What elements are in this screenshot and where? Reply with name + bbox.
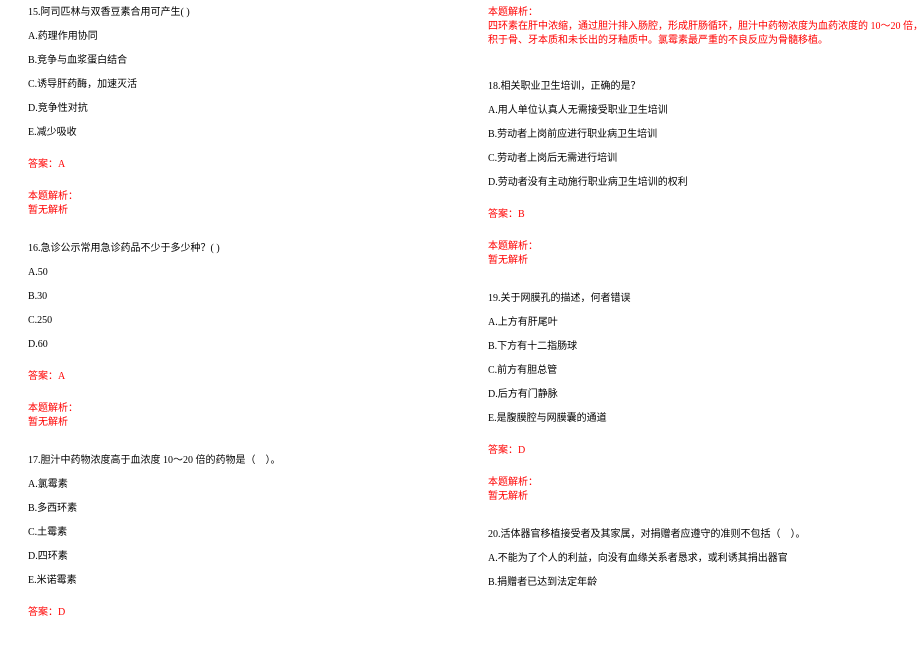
q18-exp-label: 本题解析： [488,240,902,254]
q19-answer: 答案：D [488,444,902,458]
q16-exp-text: 暂无解析 [28,416,442,430]
q15-d: D.竞争性对抗 [28,102,442,116]
left-column: 15.阿司匹林与双香豆素合用可产生( ) A.药理作用协同 B.竞争与血浆蛋白结… [0,0,460,651]
q19-exp-label: 本题解析： [488,476,902,490]
q15-exp-label: 本题解析： [28,190,442,204]
q15-e: E.减少吸收 [28,126,442,140]
q17-exp-line2: 积于骨、牙本质和未长出的牙釉质中。氯霉素最严重的不良反应为骨髓移植。 [488,34,902,48]
q19-stem: 19.关于网膜孔的描述，何者错误 [488,292,902,306]
q17-e: E.米诺霉素 [28,574,442,588]
q18-exp-text: 暂无解析 [488,254,902,268]
q18-d: D.劳动者没有主动施行职业病卫生培训的权利 [488,176,902,190]
q17-answer: 答案：D [28,606,442,620]
q15-exp-text: 暂无解析 [28,204,442,218]
q15-answer: 答案：A [28,158,442,172]
q19-a: A.上方有肝尾叶 [488,316,902,330]
q19-e: E.是腹膜腔与网膜囊的通道 [488,412,902,426]
right-column: 本题解析： 四环素在肝中浓缩，通过胆汁排入肠腔，形成肝肠循环，胆汁中药物浓度为血… [460,0,920,651]
q15-a: A.药理作用协同 [28,30,442,44]
q17-a: A.氯霉素 [28,478,442,492]
q16-d: D.60 [28,338,442,352]
q17-b: B.多西环素 [28,502,442,516]
q20-a: A.不能为了个人的利益，向没有血缘关系者恳求，或利诱其捐出器官 [488,552,902,566]
q19-exp-text: 暂无解析 [488,490,902,504]
q15-c: C.诱导肝药酶，加速灭活 [28,78,442,92]
q17-exp-line1: 四环素在肝中浓缩，通过胆汁排入肠腔，形成肝肠循环，胆汁中药物浓度为血药浓度的 1… [488,20,902,34]
q16-stem: 16.急诊公示常用急诊药品不少于多少种？( ) [28,242,442,256]
q16-a: A.50 [28,266,442,280]
q16-exp-label: 本题解析： [28,402,442,416]
q16-answer: 答案：A [28,370,442,384]
q19-d: D.后方有门静脉 [488,388,902,402]
q18-answer: 答案：B [488,208,902,222]
q16-b: B.30 [28,290,442,304]
q19-b: B.下方有十二指肠球 [488,340,902,354]
q19-c: C.前方有胆总管 [488,364,902,378]
q15-stem: 15.阿司匹林与双香豆素合用可产生( ) [28,6,442,20]
q18-b: B.劳动者上岗前应进行职业病卫生培训 [488,128,902,142]
q17-d: D.四环素 [28,550,442,564]
q18-c: C.劳动者上岗后无需进行培训 [488,152,902,166]
q17-stem: 17.胆汁中药物浓度高于血浓度 10～20 倍的药物是（ ）。 [28,454,442,468]
q17-c: C.土霉素 [28,526,442,540]
q17-exp-label: 本题解析： [488,6,902,20]
q16-c: C.250 [28,314,442,328]
q18-stem: 18.相关职业卫生培训，正确的是？ [488,80,902,94]
q15-b: B.竞争与血浆蛋白结合 [28,54,442,68]
q20-b: B.捐赠者已达到法定年龄 [488,576,902,590]
q20-stem: 20.活体器官移植接受者及其家属，对捐赠者应遵守的准则不包括（ ）。 [488,528,902,542]
q18-a: A.用人单位认真人无需接受职业卫生培训 [488,104,902,118]
